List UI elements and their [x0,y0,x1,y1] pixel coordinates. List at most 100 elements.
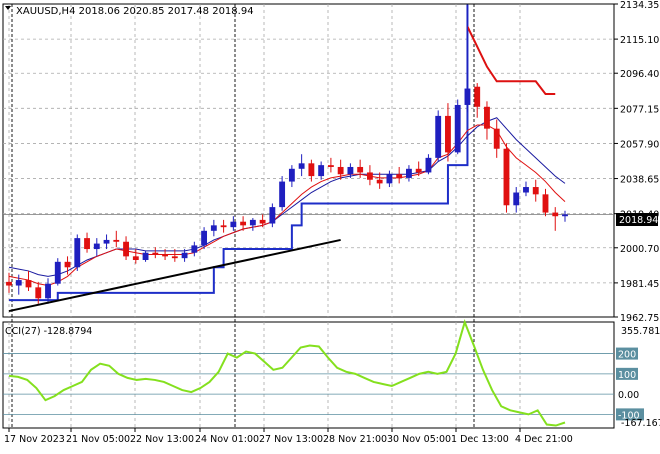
candle [435,110,442,162]
candle [474,83,481,118]
candle-body [230,221,237,228]
cci-title: CCI(27) -128.8794 [5,326,92,337]
candle [15,274,22,295]
candle [513,187,520,213]
candle [425,154,432,175]
candle-body [269,207,276,224]
candle [74,234,81,271]
price-axis-label: 2115.10 [620,35,659,46]
candle [298,154,305,177]
candle [249,218,256,231]
candle-body [552,212,559,217]
candle-body [54,261,61,284]
candle-body [464,88,471,105]
candle [45,278,51,304]
candle [503,143,510,213]
resistance-layer [466,26,556,96]
time-axis-label: 27 Nov 13:00 [259,434,323,445]
candle [171,249,178,262]
ma-fast-line [8,124,566,287]
candle [162,249,168,260]
candle [240,216,247,231]
candle-body [357,166,364,173]
candle [523,181,529,197]
candle-body [279,181,286,208]
candle [386,170,393,188]
price-axis-label: 1981.45 [620,279,659,290]
candle [366,165,373,186]
candle [464,4,471,113]
current-price-tag-bg [616,213,658,226]
price-axis-label: 2000.70 [620,244,659,255]
cci-level-tag-bg [616,347,638,360]
dropdown-triangle-icon[interactable] [5,6,11,10]
candle-body [474,86,481,107]
symbol-info-text: XAUUSD,H4 2018.06 2020.85 2017.48 2018.9… [16,6,254,17]
price-axis-label: 1962.75 [620,313,659,324]
candle [54,258,61,286]
candle-body [103,239,110,244]
candle [64,256,71,275]
candle [288,165,295,188]
candle-body [191,245,198,253]
candle-body [562,214,568,217]
grid-layer [2,3,615,429]
candle-body [64,261,71,268]
candle [552,207,559,231]
candle-body [523,187,529,193]
candle-body [35,287,42,299]
time-axis-label: 1 Dec 13:00 [451,434,509,445]
candle [376,172,383,189]
candle-body [532,187,539,195]
price-axis-label: 2057.90 [620,139,659,150]
candle [308,159,315,182]
candle [6,272,12,293]
candle [220,219,227,233]
cci-layer: 200 100 0.00 -100 [3,319,644,427]
cci-level-label: 200 [618,350,636,361]
candle-body [25,280,32,288]
candle-body [406,168,412,178]
candle-body [132,256,139,260]
candle [542,188,549,217]
trendline-layer [8,238,341,313]
stop-line-layer [9,4,469,302]
candle-body [84,238,90,250]
candle-body [249,219,256,226]
candle-body [201,230,208,246]
candle-body [113,239,120,242]
candle-body [415,168,422,173]
candle [493,119,500,158]
candle-body [376,179,383,184]
candle-body [542,194,549,213]
candle [396,166,403,184]
candle [327,157,334,173]
candle-body [171,256,178,259]
time-axis-label: 28 Nov 21:00 [323,434,387,445]
candle [357,159,364,178]
candle [113,230,120,248]
cci-line [8,319,566,427]
candle-body [74,238,81,268]
stop-step-line [9,4,469,302]
time-axis-label: 4 Dec 21:00 [515,434,573,445]
candle-body [181,252,188,259]
time-axis-label: 21 Nov 05:00 [66,434,130,445]
candle-body [259,219,266,224]
candle [484,101,490,140]
candle [532,179,539,202]
candle-body [503,148,510,206]
candle [415,161,422,177]
candle-body [347,166,354,175]
resistance-line [466,26,556,96]
candle [201,227,208,250]
candle [259,214,266,228]
symbol-header: XAUUSD,H4 2018.06 2020.85 2017.48 2018.9… [5,6,254,17]
candle-body [445,115,451,153]
candle [84,232,90,253]
candle [132,249,139,264]
candle-body [152,252,159,255]
time-axis-label: 24 Nov 01:00 [195,434,259,445]
